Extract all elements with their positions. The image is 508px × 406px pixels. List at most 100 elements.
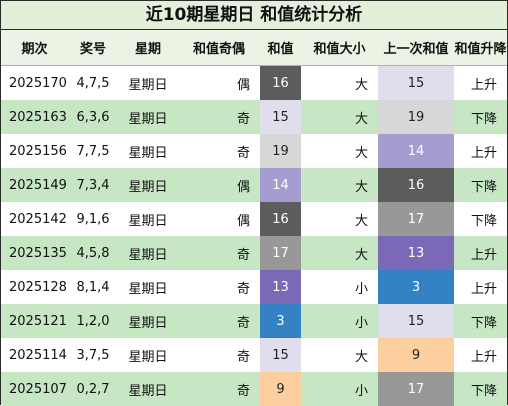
numbers-cell: 7,7,5 [68,134,118,168]
weekday-cell: 星期日 [118,304,178,338]
header-row: 期次 奖号 星期 和值奇偶 和值 和值大小 上一次和值 和值升降 [1,30,507,66]
table-row: 2025149 7,3,4 星期日偶 14 大 16 下降 [1,168,507,202]
weekday-cell: 星期日 [118,134,178,168]
numbers-cell: 9,1,6 [68,202,118,236]
issue-cell: 2025142 [1,202,68,236]
col-header-prev-sum: 上一次和值 [378,30,454,66]
col-header-sum: 和值 [260,30,301,66]
prev-sum-cell: 19 [378,100,454,134]
numbers-cell: 1,2,0 [68,304,118,338]
parity-cell: 奇 [178,134,260,168]
issue-cell: 2025114 [1,338,68,372]
trend-cell: 上升 [454,270,507,304]
table-row: 2025135 4,5,8 星期日奇 17 大 13 上升 [1,236,507,270]
col-header-parity: 和值奇偶 [178,30,260,66]
numbers-cell: 7,3,4 [68,168,118,202]
weekday-cell: 星期日 [118,236,178,270]
weekday-cell: 星期日 [118,338,178,372]
issue-cell: 2025170 [1,65,68,100]
sum-cell: 9 [260,372,301,406]
parity-cell: 偶 [178,168,260,202]
sum-cell: 16 [260,65,301,100]
sum-cell: 14 [260,168,301,202]
numbers-cell: 0,2,7 [68,372,118,406]
size-cell: 大 [301,168,378,202]
weekday-cell: 星期日 [118,65,178,100]
trend-cell: 下降 [454,372,507,406]
prev-sum-cell: 17 [378,372,454,406]
sum-cell: 3 [260,304,301,338]
numbers-cell: 6,3,6 [68,100,118,134]
size-cell: 大 [301,134,378,168]
trend-cell: 下降 [454,304,507,338]
col-header-weekday: 星期 [118,30,178,66]
table-row: 2025114 3,7,5 星期日奇 15 大 9 上升 [1,338,507,372]
prev-sum-cell: 15 [378,304,454,338]
sum-cell: 15 [260,338,301,372]
size-cell: 大 [301,202,378,236]
table-row: 2025142 9,1,6 星期日偶 16 大 17 下降 [1,202,507,236]
table-row: 2025156 7,7,5 星期日奇 19 大 14 上升 [1,134,507,168]
size-cell: 大 [301,236,378,270]
sum-cell: 16 [260,202,301,236]
table-row: 2025170 4,7,5 星期日偶 16 大 15 上升 [1,65,507,100]
issue-cell: 2025107 [1,372,68,406]
issue-cell: 2025156 [1,134,68,168]
sum-cell: 15 [260,100,301,134]
prev-sum-cell: 16 [378,168,454,202]
size-cell: 大 [301,65,378,100]
prev-sum-cell: 13 [378,236,454,270]
size-cell: 小 [301,372,378,406]
trend-cell: 下降 [454,202,507,236]
parity-cell: 奇 [178,270,260,304]
trend-cell: 下降 [454,168,507,202]
col-header-size: 和值大小 [301,30,378,66]
numbers-cell: 4,7,5 [68,65,118,100]
issue-cell: 2025163 [1,100,68,134]
parity-cell: 奇 [178,100,260,134]
prev-sum-cell: 14 [378,134,454,168]
weekday-cell: 星期日 [118,270,178,304]
sum-cell: 13 [260,270,301,304]
prev-sum-cell: 3 [378,270,454,304]
col-header-numbers: 奖号 [68,30,118,66]
numbers-cell: 3,7,5 [68,338,118,372]
stats-table: 期次 奖号 星期 和值奇偶 和值 和值大小 上一次和值 和值升降 2025170… [1,30,507,406]
size-cell: 小 [301,270,378,304]
size-cell: 小 [301,304,378,338]
trend-cell: 上升 [454,236,507,270]
size-cell: 大 [301,100,378,134]
page-title: 近10期星期日 和值统计分析 [1,1,507,30]
parity-cell: 奇 [178,372,260,406]
weekday-cell: 星期日 [118,202,178,236]
sum-cell: 19 [260,134,301,168]
weekday-cell: 星期日 [118,100,178,134]
issue-cell: 2025121 [1,304,68,338]
col-header-issue: 期次 [1,30,68,66]
parity-cell: 奇 [178,338,260,372]
issue-cell: 2025149 [1,168,68,202]
table-row: 2025163 6,3,6 星期日奇 15 大 19 下降 [1,100,507,134]
parity-cell: 偶 [178,202,260,236]
table-row: 2025128 8,1,4 星期日奇 13 小 3 上升 [1,270,507,304]
weekday-cell: 星期日 [118,372,178,406]
parity-cell: 偶 [178,65,260,100]
parity-cell: 奇 [178,304,260,338]
prev-sum-cell: 15 [378,65,454,100]
parity-cell: 奇 [178,236,260,270]
table-row: 2025121 1,2,0 星期日奇 3 小 15 下降 [1,304,507,338]
trend-cell: 上升 [454,134,507,168]
prev-sum-cell: 17 [378,202,454,236]
issue-cell: 2025128 [1,270,68,304]
numbers-cell: 8,1,4 [68,270,118,304]
trend-cell: 上升 [454,338,507,372]
table-row: 2025107 0,2,7 星期日奇 9 小 17 下降 [1,372,507,406]
size-cell: 大 [301,338,378,372]
col-header-trend: 和值升降 [454,30,507,66]
numbers-cell: 4,5,8 [68,236,118,270]
trend-cell: 上升 [454,65,507,100]
issue-cell: 2025135 [1,236,68,270]
weekday-cell: 星期日 [118,168,178,202]
trend-cell: 下降 [454,100,507,134]
